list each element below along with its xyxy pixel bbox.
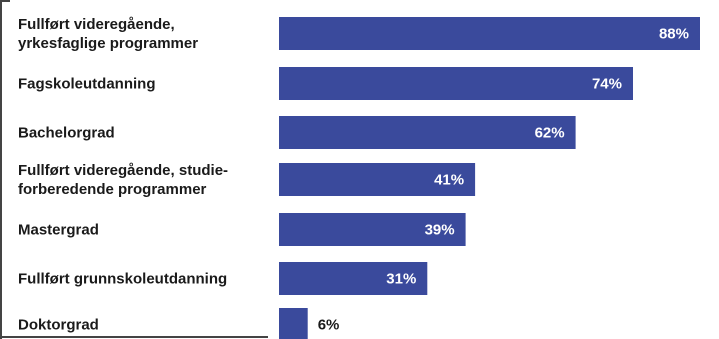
category-label-3-line-0: Fullført videregående, studie-	[18, 162, 228, 179]
frame-left-line	[0, 0, 2, 339]
category-label-4: Mastergrad	[18, 222, 99, 239]
category-label-6: Doktorgrad	[18, 317, 99, 334]
category-label-4-line-0: Mastergrad	[18, 222, 99, 239]
category-label-3: Fullført videregående, studie-forbereden…	[18, 162, 228, 198]
frame-top-line	[0, 0, 10, 2]
value-label-3: 41%	[434, 172, 464, 189]
value-label-5: 31%	[386, 271, 416, 288]
bar-3	[279, 163, 476, 196]
bar-4	[279, 213, 466, 246]
bar-0	[279, 17, 700, 50]
category-label-2-line-0: Bachelorgrad	[18, 125, 115, 142]
value-label-0: 88%	[659, 26, 689, 43]
category-label-5: Fullført grunnskoleutdanning	[18, 271, 227, 288]
category-label-3-line-1: forberedende programmer	[18, 181, 207, 198]
bar-6	[279, 308, 308, 339]
bar-1	[279, 67, 633, 100]
category-label-0-line-0: Fullført videregående,	[18, 16, 175, 33]
category-label-1-line-0: Fagskoleutdanning	[18, 76, 156, 93]
category-label-0: Fullført videregående, yrkesfaglige progr…	[18, 16, 198, 52]
frame-bottom-line	[0, 336, 268, 338]
value-label-6: 6%	[318, 317, 340, 334]
bar-2	[279, 116, 576, 149]
category-label-0-line-1: yrkesfaglige programmer	[18, 35, 198, 52]
category-label-6-line-0: Doktorgrad	[18, 317, 99, 334]
category-label-2: Bachelorgrad	[18, 125, 115, 142]
bar-5	[279, 262, 428, 295]
category-label-1: Fagskoleutdanning	[18, 76, 156, 93]
value-label-1: 74%	[592, 76, 622, 93]
category-label-5-line-0: Fullført grunnskoleutdanning	[18, 271, 227, 288]
value-label-4: 39%	[425, 222, 455, 239]
value-label-2: 62%	[535, 125, 565, 142]
